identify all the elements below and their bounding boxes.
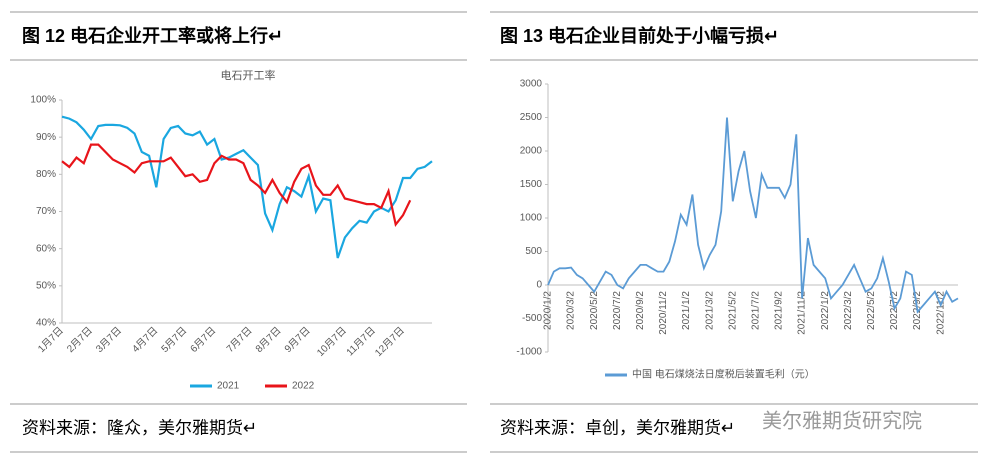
x-tick-label: 12月7日 xyxy=(373,325,407,359)
figure-source: 资料来源：卓创，美尔雅期货↵ xyxy=(500,418,735,437)
x-tick-label: 2020/7/2 xyxy=(612,291,623,330)
legend-label: 2021 xyxy=(217,381,240,392)
x-tick-label: 2021/5/2 xyxy=(727,291,738,330)
x-tick-label: 3月7日 xyxy=(94,325,124,355)
y-tick-label: 2000 xyxy=(520,146,543,157)
legend-label: 2022 xyxy=(292,381,315,392)
y-tick-label: 1000 xyxy=(520,213,543,224)
series-line xyxy=(61,143,412,228)
x-tick-label: 10月7日 xyxy=(315,325,349,359)
rules xyxy=(10,11,978,453)
x-tick-label: 2022/5/2 xyxy=(866,291,877,330)
x-tick-label: 2020/9/2 xyxy=(635,291,646,330)
x-tick-label: 2022/7/2 xyxy=(889,291,900,330)
y-tick-label: -500 xyxy=(522,313,542,324)
figure-caption: 图 12 电石企业开工率或将上行↵ xyxy=(22,25,283,46)
figure-source: 资料来源：隆众，美尔雅期货↵ xyxy=(22,418,257,437)
x-tick-label: 2021/3/2 xyxy=(704,291,715,330)
watermark: 美尔雅期货研究院 xyxy=(762,409,922,432)
x-tick-label: 2020/11/2 xyxy=(658,291,669,335)
x-tick-label: 9月7日 xyxy=(282,325,312,355)
y-tick-label: 3000 xyxy=(520,79,543,90)
y-tick-label: -1000 xyxy=(516,347,542,358)
y-tick-label: 80% xyxy=(36,169,56,180)
x-tick-label: 2021/11/2 xyxy=(797,291,808,335)
x-tick-label: 11月7日 xyxy=(344,325,378,359)
x-tick-label: 2022/11/2 xyxy=(935,291,946,335)
x-tick-label: 8月7日 xyxy=(253,325,283,355)
y-tick-label: 2500 xyxy=(520,112,543,123)
x-tick-label: 4月7日 xyxy=(130,325,160,355)
y-tick-label: 100% xyxy=(30,95,56,106)
x-tick-label: 2022/1/2 xyxy=(820,291,831,330)
y-tick-label: 60% xyxy=(36,243,56,254)
x-tick-label: 5月7日 xyxy=(159,325,189,355)
y-tick-label: 90% xyxy=(36,132,56,143)
x-tick-label: 2月7日 xyxy=(65,325,95,355)
x-tick-label: 2021/7/2 xyxy=(751,291,762,330)
y-tick-label: 0 xyxy=(536,280,542,291)
y-tick-label: 40% xyxy=(36,318,56,329)
x-tick-label: 2020/3/2 xyxy=(566,291,577,330)
x-tick-label: 2020/1/2 xyxy=(543,291,554,330)
x-tick-label: 1月7日 xyxy=(35,325,65,355)
y-tick-label: 50% xyxy=(36,280,56,291)
x-tick-label: 6月7日 xyxy=(188,325,218,355)
x-tick-label: 2022/3/2 xyxy=(843,291,854,330)
x-tick-label: 2021/9/2 xyxy=(774,291,785,330)
legend-label: 中国 电石煤烧法日度税后装置毛利（元） xyxy=(632,368,815,381)
x-tick-label: 2021/1/2 xyxy=(681,291,692,330)
y-tick-label: 70% xyxy=(36,206,56,217)
x-tick-label: 2020/5/2 xyxy=(589,291,600,330)
series-line xyxy=(61,115,433,259)
figure-caption: 图 13 电石企业目前处于小幅亏损↵ xyxy=(500,25,779,46)
x-tick-label: 7月7日 xyxy=(224,325,254,355)
y-tick-label: 500 xyxy=(525,246,542,257)
chart-title: 电石开工率 xyxy=(221,68,276,82)
series-line xyxy=(547,117,959,314)
y-tick-label: 1500 xyxy=(520,179,543,190)
